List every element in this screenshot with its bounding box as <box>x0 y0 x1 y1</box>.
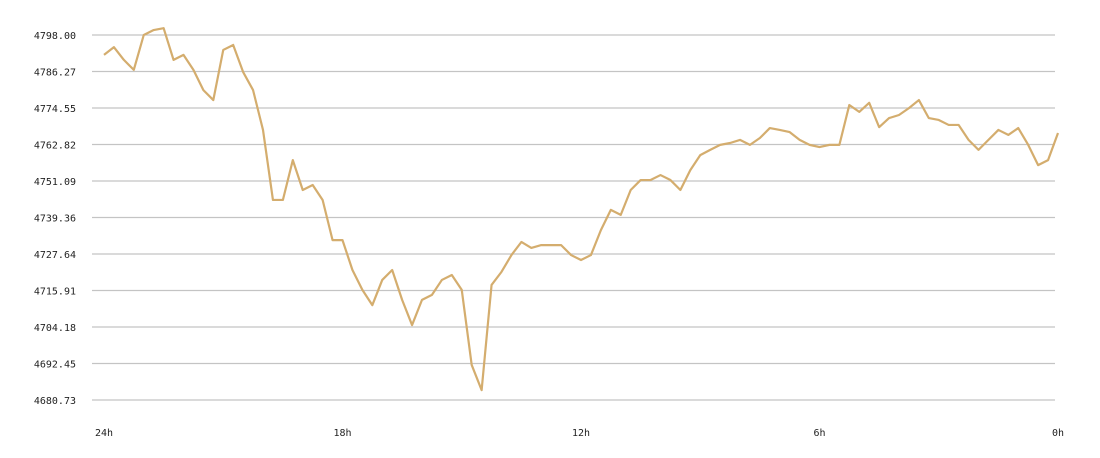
y-tick-label: 4739.36 <box>34 214 76 225</box>
x-tick-label: 24h <box>95 428 113 439</box>
x-tick-label: 0h <box>1052 428 1064 439</box>
y-tick-label: 4704.18 <box>34 323 76 334</box>
x-tick-label: 18h <box>333 428 351 439</box>
x-tick-label: 12h <box>572 428 590 439</box>
x-tick-label: 6h <box>813 428 825 439</box>
y-tick-label: 4692.45 <box>34 360 76 371</box>
y-tick-label: 4751.09 <box>34 177 76 188</box>
y-tick-label: 4715.91 <box>34 287 76 298</box>
price-line <box>103 27 1060 392</box>
y-tick-label: 4727.64 <box>34 250 76 261</box>
y-tick-label: 4798.00 <box>34 31 76 42</box>
y-tick-label: 4680.73 <box>34 396 76 407</box>
y-tick-label: 4774.55 <box>34 104 76 115</box>
y-tick-label: 4786.27 <box>34 68 76 79</box>
y-tick-label: 4762.82 <box>34 140 76 151</box>
